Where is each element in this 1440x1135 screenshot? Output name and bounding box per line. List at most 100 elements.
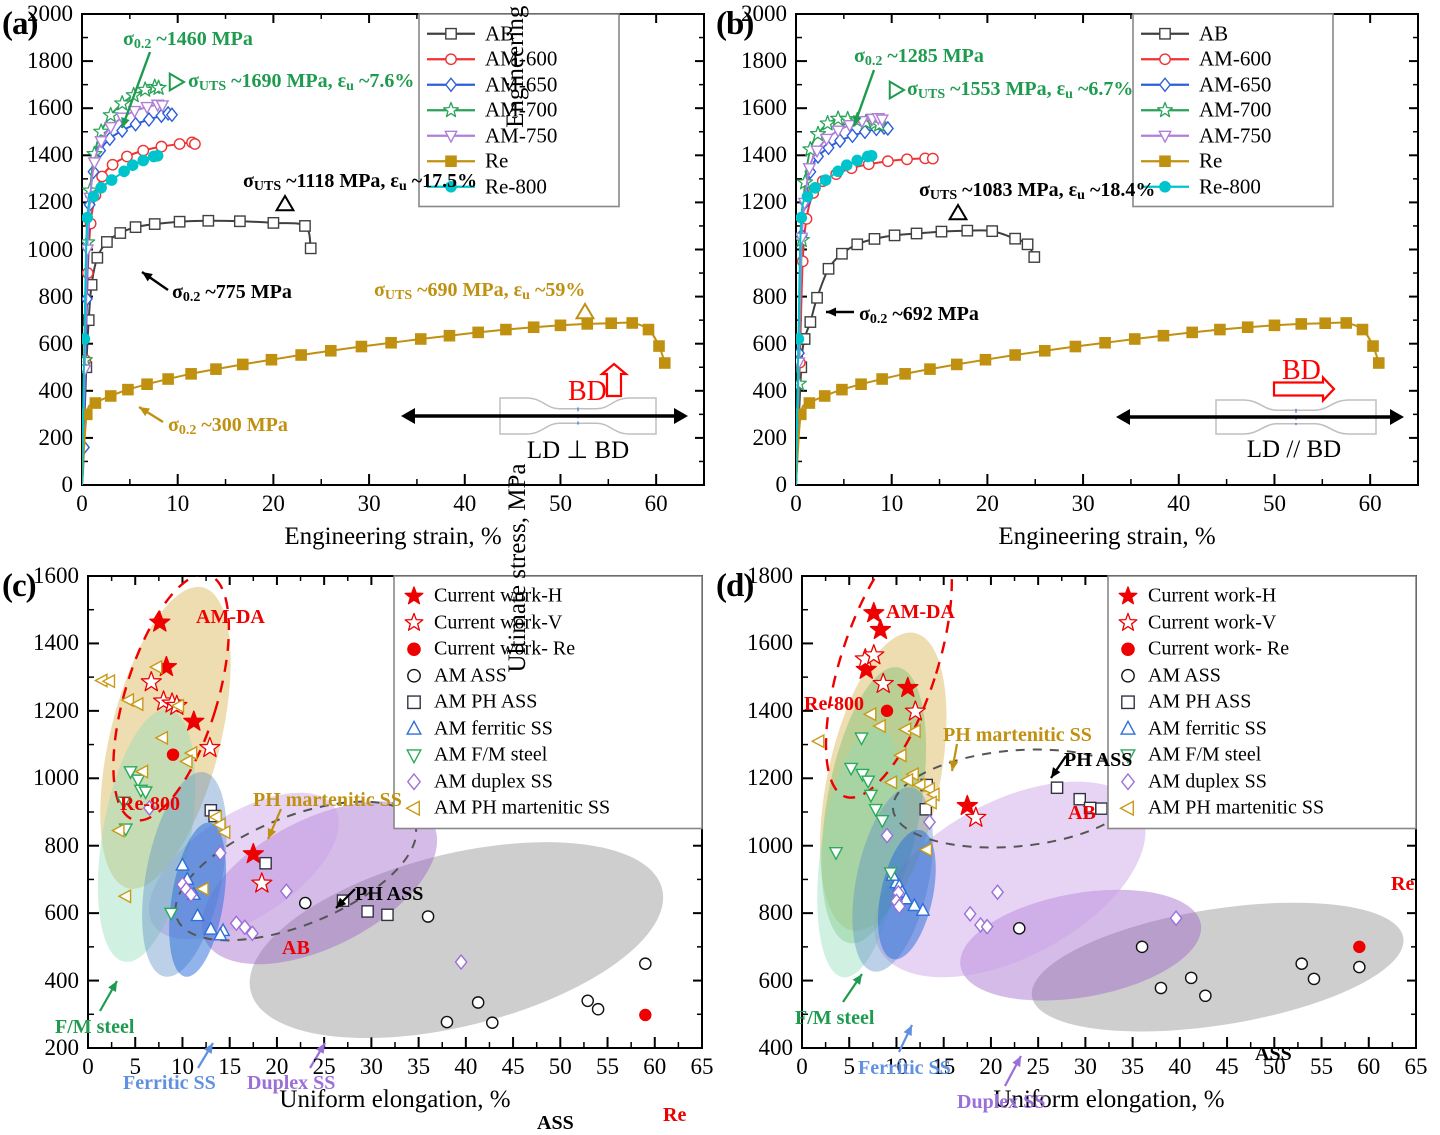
y-tick-label: 0 [775, 472, 788, 497]
label-ass: ASS [1255, 1043, 1292, 1065]
label-re-800: Re-800 [120, 793, 180, 815]
label-re: Re [663, 1104, 687, 1126]
x-tick-label: 40 [454, 1054, 478, 1079]
annot-black-uts: σUTS ~1083 MPa, εu ~18.4% [919, 179, 1156, 203]
x-axis-title: Engineering strain, % [284, 523, 502, 550]
y-tick-label: 200 [752, 424, 788, 450]
panel-c: 0 5 10 15 20 25 30 35 40 45 50 55 60 65 200 400 600 800 10… [0, 556, 714, 1135]
y-tick-label: 600 [752, 330, 788, 356]
x-tick-label: 35 [407, 1054, 431, 1079]
x-tick-label: 40 [1168, 1054, 1192, 1079]
y-tick-label: 1600 [741, 95, 787, 121]
legend-label: AM-750 [1199, 123, 1272, 148]
x-tick-label: 5 [129, 1054, 141, 1079]
x-tick-label: 20 [975, 491, 999, 516]
legend-label: AM-700 [485, 97, 558, 122]
orientation-label: LD // BD [1246, 436, 1342, 463]
legend-label: Current work-H [434, 584, 563, 607]
label-ph-ass: PH ASS [355, 883, 424, 905]
x-tick-label: 5 [843, 1054, 855, 1079]
legend-label: Re [485, 148, 509, 173]
legend-label: AM F/M steel [1148, 743, 1262, 766]
y-tick-label: 1400 [33, 630, 79, 656]
label-re-800: Re-800 [804, 693, 864, 715]
x-tick-label: 0 [82, 1054, 94, 1079]
annot-gold-uts: σUTS ~690 MPa, εu ~59% [374, 279, 586, 303]
y-tick-label: 1200 [33, 697, 79, 723]
y-tick-label: 1400 [747, 697, 793, 723]
legend-label: Re-800 [485, 174, 547, 199]
label-am-da: AM-DA [886, 601, 955, 623]
y-tick-label: 600 [758, 967, 794, 993]
y-tick-label: 2000 [27, 1, 73, 26]
y-tick-label: 1000 [741, 236, 787, 262]
legend-label: Re-800 [1199, 174, 1261, 199]
panel-tag: (d) [716, 568, 754, 604]
x-tick-label: 35 [1121, 1054, 1145, 1079]
y-tick-label: 0 [61, 472, 74, 497]
x-tick-label: 15 [218, 1054, 242, 1079]
y-tick-label: 1600 [33, 563, 79, 588]
x-tick-label: 10 [166, 491, 190, 516]
annot-green-uts: σUTS ~1690 MPa, εu ~7.6% [188, 70, 415, 94]
y-tick-label: 1800 [747, 563, 793, 588]
label-ph-martenitic: PH martenitic SS [943, 724, 1092, 746]
label-fm-steel: F/M steel [55, 1016, 135, 1038]
legend-label: AM PH ASS [434, 690, 538, 713]
x-tick-label: 30 [359, 1054, 383, 1079]
y-tick-label: 1800 [741, 48, 787, 74]
legend-label: Current work-V [434, 611, 563, 634]
x-tick-label: 55 [1310, 1054, 1334, 1079]
x-tick-label: 50 [1262, 1054, 1286, 1079]
annot-black-uts: σUTS ~1118 MPa, εu ~17.5% [243, 170, 478, 194]
legend-label: AM-650 [1199, 72, 1272, 97]
legend-label: AM-600 [485, 46, 558, 71]
legend-label: AM F/M steel [434, 743, 548, 766]
x-tick-label: 30 [357, 491, 381, 516]
y-tick-label: 1400 [741, 142, 787, 168]
label-ferritic: Ferritic SS [123, 1072, 216, 1094]
x-tick-label: 50 [548, 1054, 572, 1079]
y-tick-label: 400 [752, 377, 788, 403]
legend-label: AM PH martenitic SS [434, 796, 611, 819]
y-tick-label: 1200 [27, 189, 73, 215]
label-ass: ASS [537, 1112, 574, 1134]
y-tick-label: 600 [38, 330, 74, 356]
legend-label: AM ASS [434, 664, 507, 687]
legend-label: AM-750 [485, 123, 558, 148]
panel-tag: (a) [2, 6, 38, 42]
annot-green-uts: σUTS ~1553 MPa, εu ~6.7% [907, 78, 1134, 102]
x-tick-label: 10 [884, 1054, 908, 1079]
x-axis-title: Engineering strain, % [998, 523, 1216, 550]
y-tick-label: 400 [44, 967, 80, 993]
x-tick-label: 10 [880, 491, 904, 516]
label-ab: AB [1068, 802, 1096, 824]
legend-label: AM ferritic SS [434, 717, 553, 740]
x-tick-label: 60 [643, 1054, 667, 1079]
legend-label: AM duplex SS [1148, 770, 1267, 793]
x-axis-title: Uniform elongation, % [993, 1086, 1225, 1113]
x-tick-label: 0 [790, 491, 802, 516]
legend-label: AM-600 [1199, 46, 1272, 71]
annot-green-yield: σ0.2 ~1285 MPa [854, 45, 984, 69]
x-tick-label: 50 [1262, 491, 1286, 516]
x-axis-title: Uniform elongation, % [279, 1086, 511, 1113]
x-tick-label: 30 [1073, 1054, 1097, 1079]
x-tick-label: 15 [932, 1054, 956, 1079]
y-tick-label: 1000 [747, 832, 793, 858]
y-tick-label: 800 [752, 283, 788, 309]
x-tick-label: 60 [1358, 491, 1382, 516]
annot-black-yield: σ0.2 ~775 MPa [172, 281, 292, 305]
panel-tag: (c) [2, 568, 37, 604]
y-tick-label: 1000 [27, 236, 73, 262]
label-fm-steel: F/M steel [795, 1007, 875, 1029]
legend-label: AM-700 [1199, 97, 1272, 122]
label-ph-ass: PH ASS [1064, 749, 1133, 771]
legend-label: Re [1199, 148, 1223, 173]
y-tick-label: 800 [38, 283, 74, 309]
x-tick-label: 20 [979, 1054, 1003, 1079]
y-tick-label: 1200 [747, 765, 793, 791]
legend-label: AM ASS [1148, 664, 1221, 687]
x-tick-label: 50 [548, 491, 572, 516]
annot-black-yield: σ0.2 ~692 MPa [859, 303, 979, 327]
